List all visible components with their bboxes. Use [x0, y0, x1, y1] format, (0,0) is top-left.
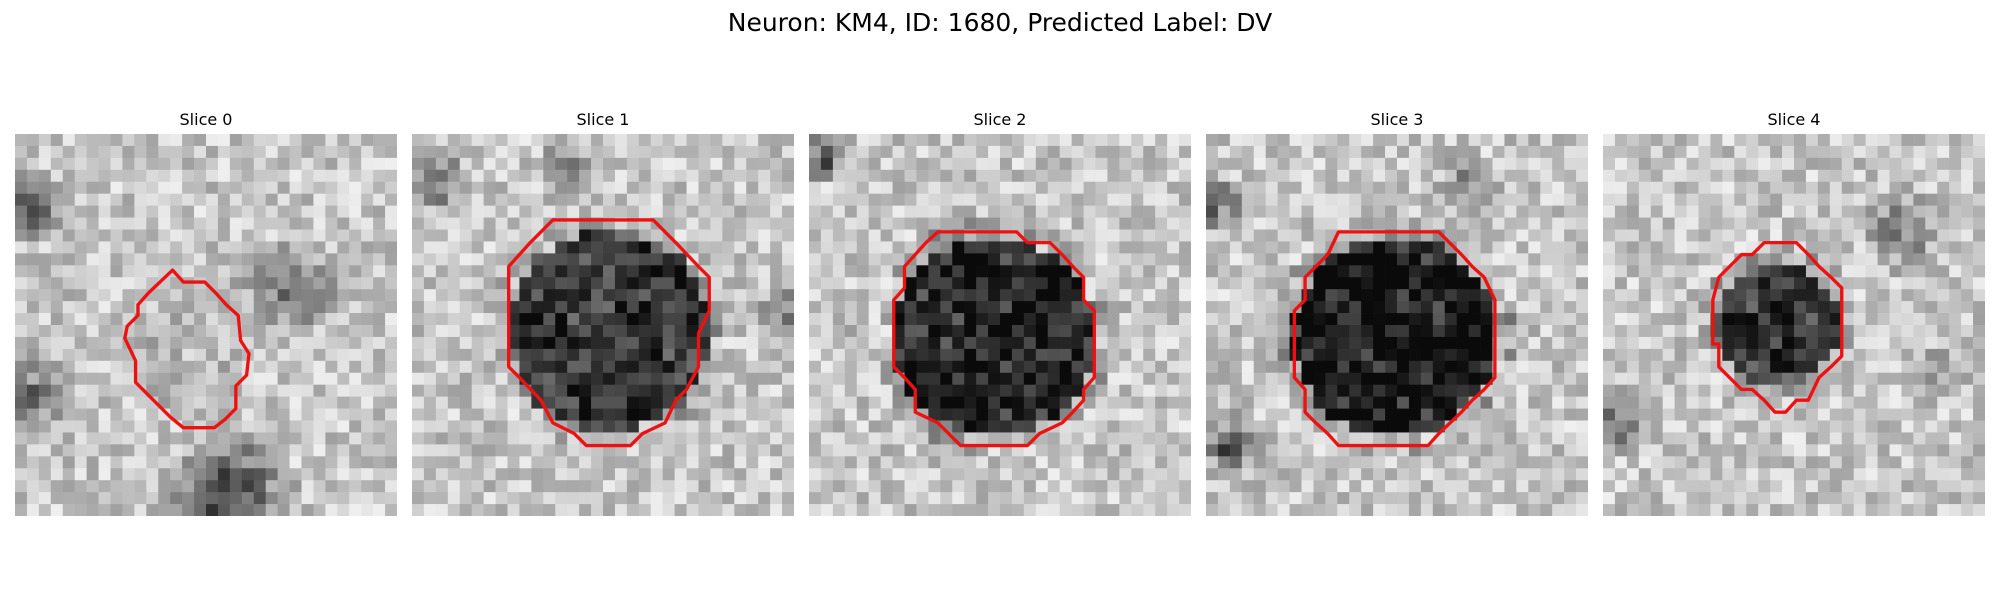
slice-panel-2: Slice 2 — [809, 110, 1191, 524]
slice-image — [15, 134, 397, 516]
slice-image — [412, 134, 794, 516]
pixel-grid — [15, 134, 397, 516]
neuron-contour — [1292, 230, 1497, 448]
neuron-contour — [892, 230, 1096, 448]
slice-title: Slice 1 — [576, 110, 630, 129]
pixel-grid — [809, 134, 1191, 516]
neuron-contour — [1711, 240, 1844, 414]
slice-title: Slice 0 — [179, 110, 233, 129]
slice-panel-4: Slice 4 — [1603, 110, 1985, 524]
slice-image — [1206, 134, 1588, 516]
figure-title: Neuron: KM4, ID: 1680, Predicted Label: … — [727, 8, 1273, 37]
pixel-grid — [412, 134, 794, 516]
neuron-contour — [123, 268, 251, 430]
pixel-grid — [1206, 134, 1588, 516]
neuron-contour — [507, 218, 711, 448]
slice-title: Slice 2 — [973, 110, 1027, 129]
slice-image — [1603, 134, 1985, 516]
slice-image — [809, 134, 1191, 516]
slice-title: Slice 4 — [1767, 110, 1821, 129]
pixel-grid — [1603, 134, 1985, 516]
slice-panel-3: Slice 3 — [1206, 110, 1588, 524]
slice-panel-1: Slice 1 — [412, 110, 794, 524]
slice-title: Slice 3 — [1370, 110, 1424, 129]
slice-panel-0: Slice 0 — [15, 110, 397, 524]
